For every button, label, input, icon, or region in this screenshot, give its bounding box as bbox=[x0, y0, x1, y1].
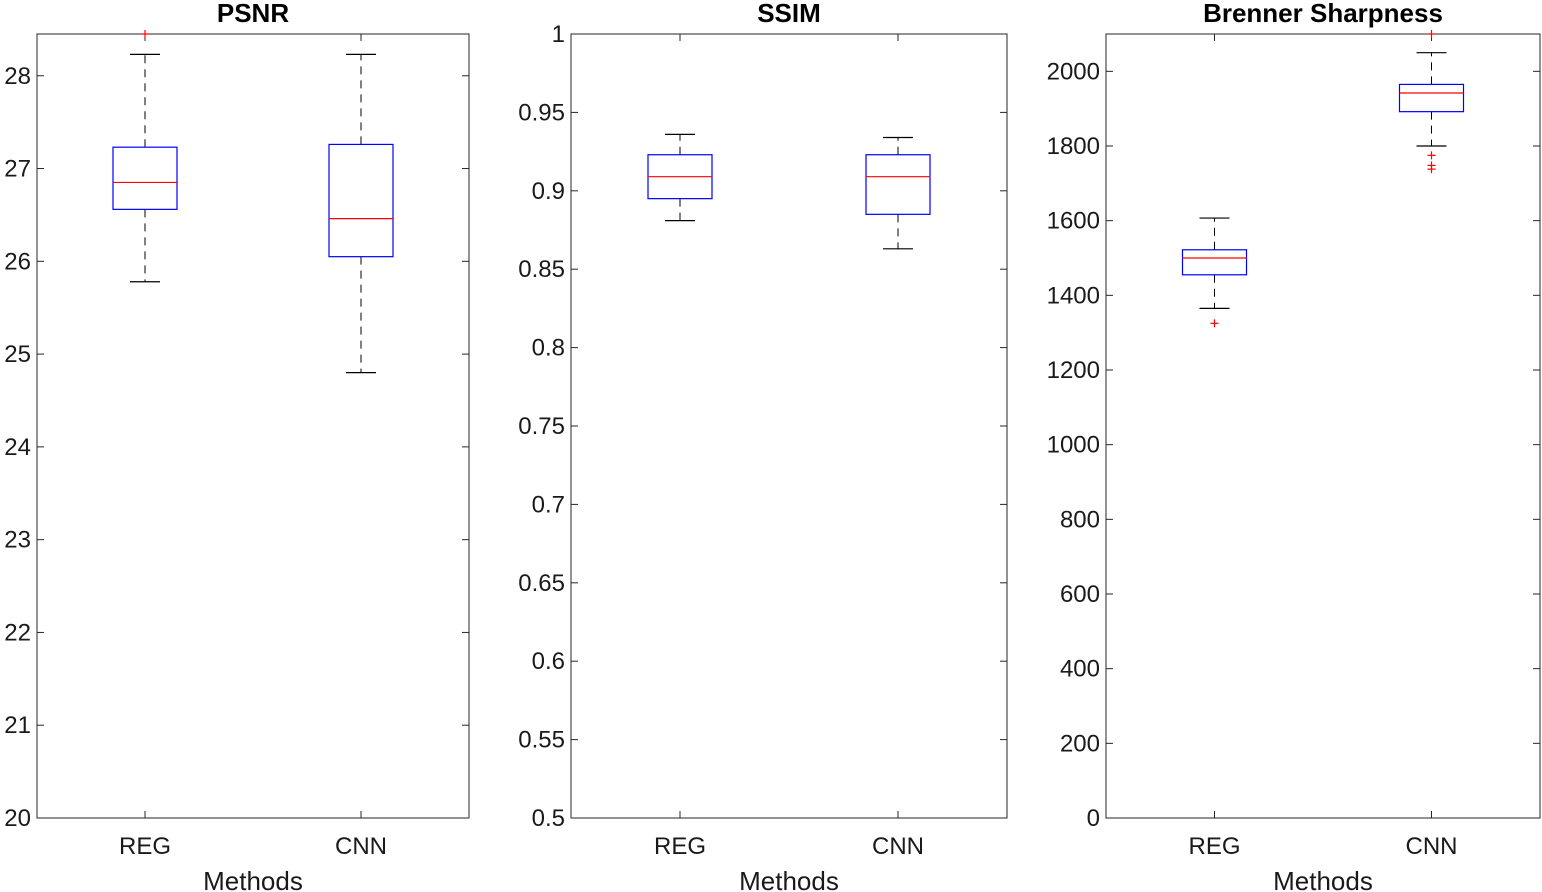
ssim-xtick-label-reg: REG bbox=[654, 833, 706, 860]
brenner-sharpness-ytick-label: 1600 bbox=[1047, 208, 1100, 235]
brenner-sharpness-ytick-label: 1400 bbox=[1047, 282, 1100, 309]
psnr-ytick-label: 28 bbox=[4, 63, 31, 90]
psnr-ytick-label: 25 bbox=[4, 341, 31, 368]
ssim-xlabel: Methods bbox=[739, 866, 839, 892]
ssim-box-cnn bbox=[865, 136, 931, 250]
outlier-marker bbox=[1210, 319, 1219, 328]
psnr-box-reg bbox=[112, 30, 178, 283]
ssim-ytick-label: 1 bbox=[552, 21, 565, 48]
ssim-xtick-label-cnn: CNN bbox=[872, 833, 924, 860]
brenner-sharpness-ytick-label: 800 bbox=[1060, 506, 1100, 533]
brenner-sharpness-ytick-label: 400 bbox=[1060, 656, 1100, 683]
psnr-ytick-label: 24 bbox=[4, 434, 31, 461]
psnr-xlabel: Methods bbox=[203, 866, 303, 892]
brenner-sharpness-ytick-label: 600 bbox=[1060, 581, 1100, 608]
ssim-box-reg bbox=[647, 133, 713, 222]
brenner-sharpness-box-cnn bbox=[1398, 30, 1465, 174]
outlier-marker bbox=[1427, 151, 1436, 160]
iqr-box bbox=[1398, 83, 1465, 113]
brenner-sharpness-ytick-label: 1800 bbox=[1047, 133, 1100, 160]
outlier-marker bbox=[1427, 165, 1436, 174]
ssim-ytick-label: 0.7 bbox=[532, 491, 565, 518]
iqr-box bbox=[328, 143, 394, 258]
psnr-axes-frame bbox=[36, 33, 470, 819]
brenner-sharpness-box-reg bbox=[1181, 217, 1248, 328]
outlier-marker bbox=[1427, 30, 1436, 38]
psnr-xtick-label-cnn: CNN bbox=[335, 833, 387, 860]
psnr-ytick-label: 21 bbox=[4, 712, 31, 739]
ssim-ytick-label: 0.8 bbox=[532, 335, 565, 362]
brenner-sharpness-xtick-label-cnn: CNN bbox=[1406, 833, 1458, 860]
brenner-sharpness-xlabel: Methods bbox=[1273, 866, 1373, 892]
ssim-ytick-label: 0.65 bbox=[518, 570, 565, 597]
ssim-ytick-label: 0.55 bbox=[518, 727, 565, 754]
psnr-title: PSNR bbox=[217, 0, 289, 28]
outlier-marker bbox=[141, 30, 149, 38]
iqr-box bbox=[1181, 249, 1248, 276]
psnr-ytick-label: 23 bbox=[4, 527, 31, 554]
psnr-ytick-label: 26 bbox=[4, 248, 31, 275]
ssim-ytick-label: 0.85 bbox=[518, 256, 565, 283]
ssim-title: SSIM bbox=[757, 0, 821, 28]
brenner-sharpness-axes-frame bbox=[1105, 33, 1541, 819]
ssim-panel: 0.5 0.55 0.6 0.65 0.7 0.75 0.8 0.85 0.9 0.95 1 REG C… bbox=[518, 0, 1008, 892]
brenner-sharpness-ytick-label: 2000 bbox=[1047, 58, 1100, 85]
psnr-xtick-label-reg: REG bbox=[119, 833, 171, 860]
psnr-ytick-label: 22 bbox=[4, 619, 31, 646]
brenner-sharpness-ytick-label: 1000 bbox=[1047, 432, 1100, 459]
psnr-box-cnn bbox=[328, 53, 394, 374]
brenner-sharpness-ytick-label: 200 bbox=[1060, 730, 1100, 757]
iqr-box bbox=[112, 146, 178, 210]
brenner-sharpness-ytick-label: 0 bbox=[1087, 805, 1100, 832]
brenner-sharpness-panel: 0 200 400 600 800 1000 1200 1400 1600 1800 2000 REG… bbox=[1047, 0, 1541, 892]
iqr-box bbox=[865, 154, 931, 215]
ssim-ytick-label: 0.75 bbox=[518, 413, 565, 440]
ssim-ytick-label: 0.6 bbox=[532, 648, 565, 675]
psnr-ytick-label: 20 bbox=[4, 805, 31, 832]
ssim-axes-frame bbox=[570, 33, 1008, 819]
brenner-sharpness-ytick-label: 1200 bbox=[1047, 357, 1100, 384]
psnr-panel: 20 21 22 23 24 25 26 27 28 REG CNN PSNR Methods bbox=[4, 0, 470, 892]
ssim-ytick-label: 0.5 bbox=[532, 805, 565, 832]
ssim-ytick-label: 0.9 bbox=[532, 178, 565, 205]
brenner-sharpness-xtick-label-reg: REG bbox=[1188, 833, 1240, 860]
psnr-ytick-label: 27 bbox=[4, 156, 31, 183]
ssim-ytick-label: 0.95 bbox=[518, 99, 565, 126]
brenner-sharpness-title: Brenner Sharpness bbox=[1203, 0, 1443, 28]
